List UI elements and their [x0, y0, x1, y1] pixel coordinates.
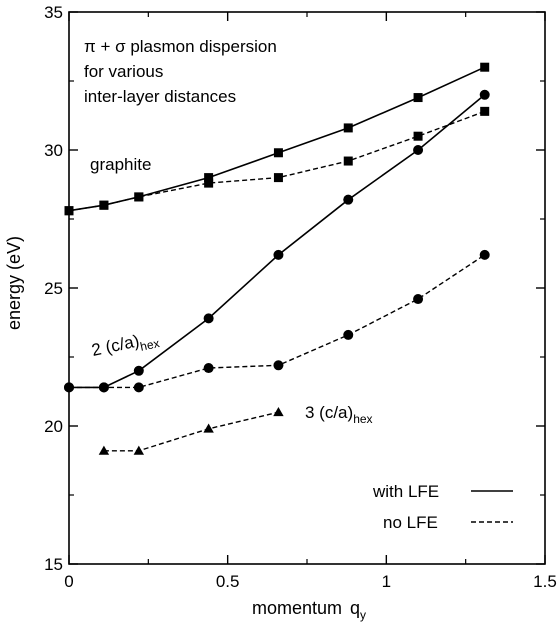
legend: with LFE no LFE — [372, 482, 513, 532]
data-point-square — [273, 148, 283, 158]
data-point-square — [343, 156, 353, 166]
data-point-triangle — [98, 445, 110, 455]
data-point-square — [413, 131, 423, 141]
ticks-layer: 0 0.5 1 1.5 15 20 25 30 35 — [44, 3, 557, 591]
markers-layer — [64, 62, 490, 455]
data-point-square — [413, 93, 423, 103]
x-axis-label-sub: y — [360, 608, 366, 622]
data-point-circle — [133, 382, 144, 393]
annotation-3ca-hex: 3 (c/a)hex — [305, 403, 373, 426]
y-tick-label: 20 — [44, 417, 63, 436]
annotation-2ca-hex-text: 2 (c/a) — [90, 331, 141, 360]
data-point-circle — [98, 382, 109, 393]
data-point-circle — [413, 145, 424, 155]
data-point-square — [480, 62, 490, 72]
y-axis-label: energy (eV) — [4, 236, 24, 330]
series-layer — [68, 66, 486, 452]
annotation-graphite: graphite — [90, 155, 151, 174]
series-line-1 — [68, 110, 485, 212]
data-point-circle — [413, 294, 424, 305]
data-point-triangle — [273, 407, 284, 417]
legend-label-no-lfe: no LFE — [383, 513, 438, 532]
data-point-circle — [273, 360, 284, 371]
data-point-square — [204, 173, 214, 183]
y-tick-label: 35 — [44, 3, 63, 22]
data-point-square — [99, 200, 109, 210]
annotation-graphite-text: graphite — [90, 155, 151, 174]
data-point-circle — [133, 365, 144, 376]
data-point-square — [480, 106, 490, 116]
x-tick-label: 1 — [382, 572, 391, 591]
x-tick-label: 1.5 — [533, 572, 557, 591]
data-point-square — [134, 192, 144, 202]
y-tick-label: 30 — [44, 141, 63, 160]
legend-label-with-lfe: with LFE — [372, 482, 439, 501]
data-point-circle — [203, 363, 214, 374]
data-point-circle — [479, 89, 490, 100]
data-point-circle — [273, 249, 284, 260]
annotation-2ca-hex: 2 (c/a)hex — [90, 327, 161, 364]
chart-title-line-1: π + σ plasmon dispersion — [84, 37, 277, 56]
x-axis-label-var: q — [350, 598, 360, 618]
data-point-circle — [343, 329, 354, 340]
annotation-2ca-hex-sub: hex — [139, 336, 161, 354]
data-point-square — [343, 123, 353, 133]
data-point-circle — [343, 194, 354, 205]
x-tick-label: 0 — [64, 572, 73, 591]
data-point-triangle — [203, 423, 214, 433]
x-axis-label: momentum qy — [252, 598, 366, 622]
chart-title-line-3: inter-layer distances — [84, 87, 236, 106]
series-line-3 — [69, 254, 486, 389]
x-tick-label: 0.5 — [216, 572, 240, 591]
chart-title-line-2: for various — [84, 62, 163, 81]
data-point-triangle — [133, 445, 145, 455]
y-tick-label: 25 — [44, 279, 63, 298]
annotation-3ca-hex-sub: hex — [353, 412, 372, 426]
y-tick-label: 15 — [44, 555, 63, 574]
annotation-3ca-hex-text: 3 (c/a) — [305, 403, 353, 422]
x-axis-label-text: momentum — [252, 598, 342, 618]
data-point-square — [273, 173, 283, 183]
data-point-circle — [479, 249, 490, 260]
data-point-circle — [203, 313, 214, 324]
series-line-2 — [69, 94, 486, 389]
plot-frame — [68, 11, 546, 565]
data-point-square — [204, 178, 214, 188]
series-line-4 — [103, 411, 279, 452]
